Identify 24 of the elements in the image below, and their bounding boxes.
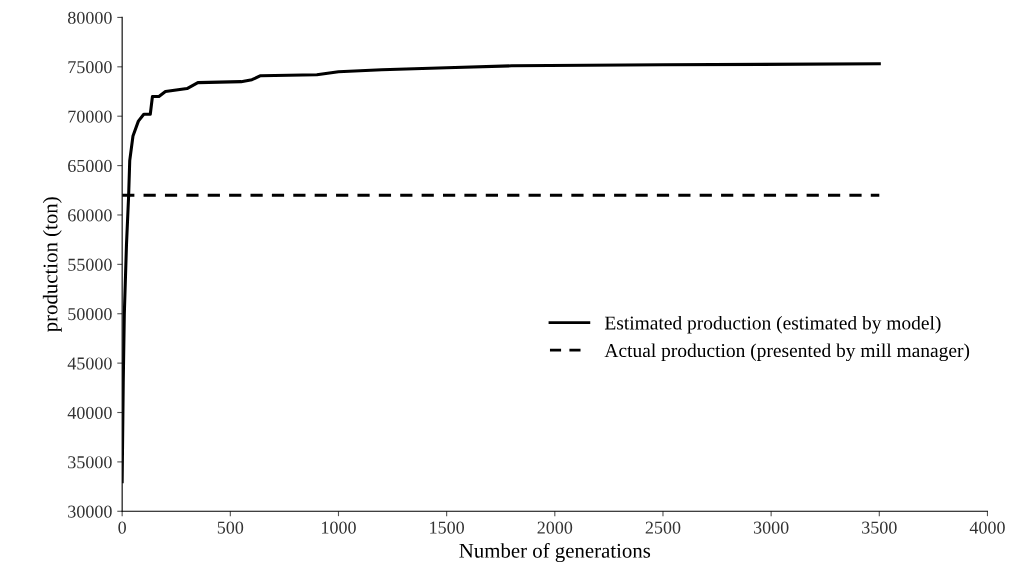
y-axis-title: production (ton) bbox=[42, 197, 62, 332]
legend-label: Estimated production (estimated by model) bbox=[604, 315, 941, 334]
y-tick-label: 70000 bbox=[68, 110, 112, 123]
y-tick-label: 50000 bbox=[68, 308, 112, 321]
y-tick-label: 65000 bbox=[68, 159, 112, 173]
x-tick-label: 2000 bbox=[537, 521, 573, 534]
y-tick-label: 35000 bbox=[68, 456, 112, 469]
x-axis-title: Number of generations bbox=[459, 542, 651, 563]
y-tick-label: 45000 bbox=[67, 357, 112, 370]
x-tick-label: 2500 bbox=[645, 521, 681, 534]
legend-label: Actual production (presented by mill manager) bbox=[604, 343, 970, 362]
x-tick-label: 0 bbox=[118, 521, 126, 534]
y-tick-label: 30000 bbox=[68, 505, 112, 518]
x-tick-label: 4000 bbox=[969, 521, 1005, 534]
x-tick-label: 500 bbox=[217, 521, 244, 534]
y-tick-label: 60000 bbox=[68, 209, 112, 222]
y-tick-label: 55000 bbox=[68, 258, 112, 271]
y-tick-label: 75000 bbox=[68, 61, 112, 74]
x-tick-label: 1500 bbox=[430, 521, 465, 534]
y-tick-label: 80000 bbox=[67, 11, 112, 24]
x-tick-label: 1000 bbox=[322, 521, 356, 534]
x-tick-label: 3500 bbox=[862, 521, 897, 534]
y-tick-label: 40000 bbox=[67, 406, 112, 419]
x-tick-label: 3000 bbox=[753, 521, 789, 534]
